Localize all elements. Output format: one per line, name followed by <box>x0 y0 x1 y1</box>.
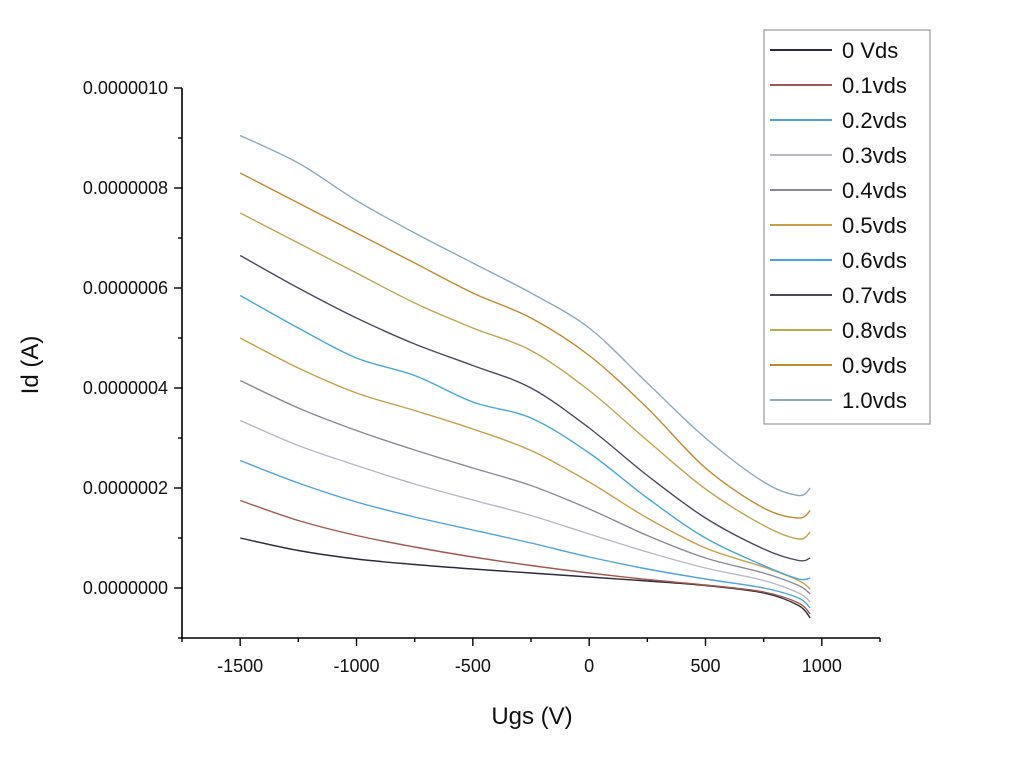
y-tick-label: 0.0000010 <box>83 78 168 98</box>
y-tick-label: 0.0000002 <box>83 478 168 498</box>
x-tick-label: -500 <box>455 656 491 676</box>
legend-label: 0.3vds <box>842 143 907 168</box>
series-line-0-4vds <box>239 379 811 595</box>
x-tick-label: 500 <box>690 656 720 676</box>
legend-label: 0.6vds <box>842 248 907 273</box>
y-tick-label: 0.0000006 <box>83 278 168 298</box>
series-line-0-vds <box>240 537 811 619</box>
series-lines <box>239 134 811 619</box>
y-tick-label: 0.0000000 <box>83 578 168 598</box>
x-axis-ticks: -1500 -1000 -500 0 500 1000 <box>181 638 881 676</box>
series-line-1-0vds <box>239 134 811 497</box>
x-tick-label: 1000 <box>802 656 842 676</box>
series-line-0-9vds <box>239 172 811 519</box>
y-axis-title: Id (A) <box>17 336 44 395</box>
legend-label: 0.8vds <box>842 318 907 343</box>
x-tick-label: -1000 <box>333 656 379 676</box>
series-line-0-8vds <box>239 212 811 540</box>
legend-label: 0.1vds <box>842 73 907 98</box>
series-line-0-2vds <box>239 459 811 609</box>
series-line-0-6vds <box>239 294 811 581</box>
series-line-0-1vds <box>239 499 811 615</box>
legend-label: 0.7vds <box>842 283 907 308</box>
legend-box <box>763 29 931 425</box>
plot-area <box>181 88 880 639</box>
legend-items: 0 Vds 0.1vds 0.2vds 0.3vds 0.4vds 0.5vds 0.6vd… <box>770 38 907 413</box>
x-tick-label: 0 <box>584 656 594 676</box>
y-tick-label: 0.0000008 <box>83 178 168 198</box>
legend-label: 1.0vds <box>842 388 907 413</box>
x-axis-title: Ugs (V) <box>491 703 572 730</box>
y-tick-label: 0.0000004 <box>83 378 168 398</box>
legend-label: 0 Vds <box>842 38 898 63</box>
legend-label: 0.2vds <box>842 108 907 133</box>
series-line-0-5vds <box>239 337 811 590</box>
legend-label: 0.4vds <box>842 178 907 203</box>
series-line-0-3vds <box>239 419 811 603</box>
legend-label: 0.9vds <box>842 353 907 378</box>
y-axis-ticks: 0.0000000 0.0000002 0.0000004 0.0000006 0.00… <box>83 78 182 639</box>
x-tick-label: -1500 <box>217 656 263 676</box>
legend-label: 0.5vds <box>842 213 907 238</box>
series-line-0-7vds <box>239 254 811 562</box>
legend: 0 Vds 0.1vds 0.2vds 0.3vds 0.4vds 0.5vds 0.6vd… <box>763 29 931 425</box>
